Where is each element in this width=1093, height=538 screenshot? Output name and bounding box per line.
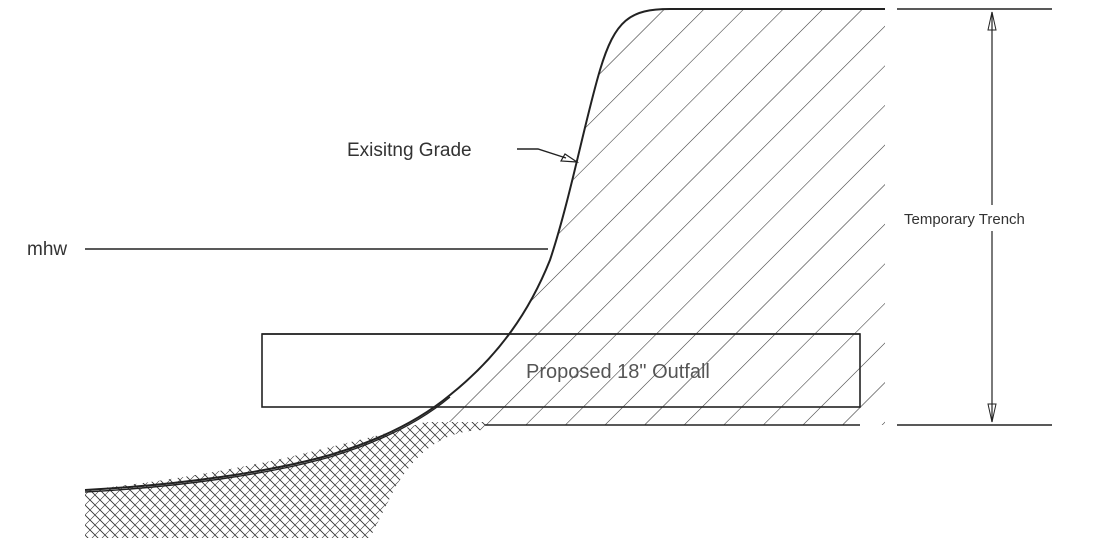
trench-label-mask xyxy=(902,205,1084,231)
existing-grade-line xyxy=(84,8,885,491)
existing-grade-label: Exisitng Grade xyxy=(347,140,472,161)
soil-surface-edge xyxy=(84,396,451,493)
temporary-trench-label: Temporary Trench xyxy=(904,211,1025,228)
soil-hatch xyxy=(85,422,485,538)
existing-grade-leader xyxy=(517,148,580,163)
outfall-label: Proposed 18" Outfall xyxy=(526,361,710,383)
mhw-label: mhw xyxy=(27,239,67,260)
